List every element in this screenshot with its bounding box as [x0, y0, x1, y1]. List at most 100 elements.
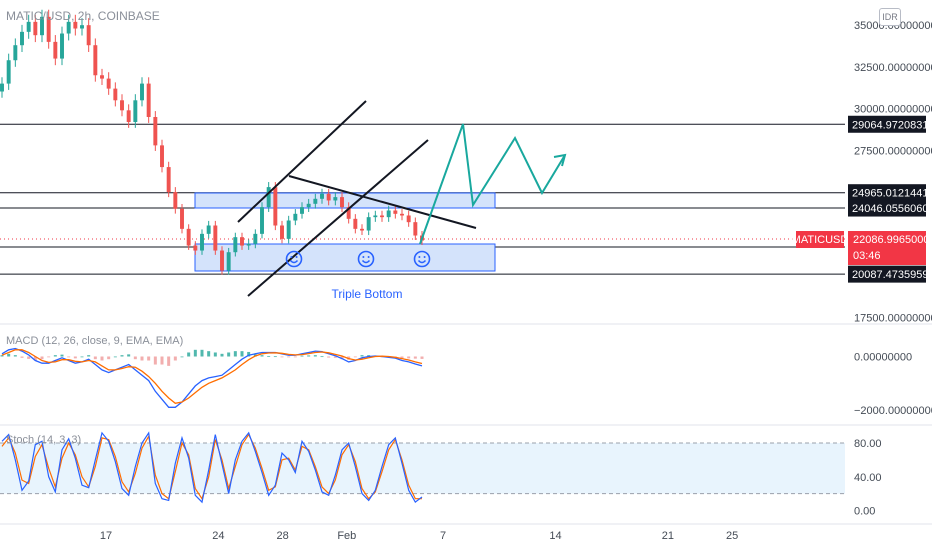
candle-body: [266, 187, 271, 208]
candle-body: [140, 83, 144, 101]
chart-title[interactable]: MATIC/USD, 2h, COINBASE: [6, 9, 160, 23]
macd-hist-bar: [133, 356, 137, 360]
candle-body: [146, 83, 151, 117]
candle-body: [113, 88, 118, 101]
macd-hist-bar: [0, 355, 4, 357]
level-tag: [848, 115, 926, 133]
macd-axis[interactable]: 0.00000000 −2000.00000000: [854, 352, 932, 418]
channel-lower-line[interactable]: [247, 139, 429, 297]
macd-label[interactable]: MACD (12, 26, close, 9, EMA, EMA): [6, 335, 183, 347]
last-price-tag: MATICUSD 22086.99650000 03:46: [792, 231, 932, 265]
candle-body: [160, 145, 164, 168]
candle-body: [380, 215, 384, 218]
macd-hist-bar: [40, 356, 44, 360]
macd-hist-bar: [413, 356, 417, 359]
macd-hist-bar: [20, 356, 24, 358]
candle-body: [260, 207, 264, 234]
macd-hist-bar: [213, 352, 217, 357]
time-tick-label: 24: [212, 530, 224, 542]
time-tick-label: 14: [549, 530, 561, 542]
channel-upper-line[interactable]: [237, 100, 367, 223]
macd-hist-bar: [327, 356, 331, 358]
macd-hist-bar: [367, 355, 371, 357]
time-axis[interactable]: 17 24 28 Feb 7 14 21 25: [100, 530, 738, 542]
projection-path[interactable]: [419, 123, 566, 245]
candle-body: [80, 25, 84, 29]
candle-body: [393, 210, 398, 214]
candle-body: [26, 21, 31, 32]
candle-body: [100, 75, 104, 79]
price-axis[interactable]: 35000.00000000 32500.00000000 30000.000000…: [854, 20, 932, 324]
macd-hist-bar: [87, 355, 91, 357]
macd-hist-bar: [127, 354, 131, 357]
stoch-label[interactable]: Stoch (14, 3, 3): [6, 434, 81, 446]
macd-hist-bar: [53, 355, 57, 357]
macd-hist-bar: [220, 353, 224, 357]
macd-hist-bar: [233, 351, 237, 357]
candle-body: [346, 207, 351, 219]
signal-line: [1, 349, 423, 404]
candle-body: [233, 237, 238, 253]
candle-body: [153, 116, 158, 146]
price-tag: [848, 231, 926, 265]
macd-hist-bar: [113, 356, 117, 358]
time-tick-label: 7: [440, 530, 446, 542]
macd-hist-bar: [273, 356, 277, 358]
resistance-zone[interactable]: [194, 192, 496, 209]
price-tag-countdown: 03:46: [853, 250, 881, 262]
stoch-tick-label: 40.00: [854, 472, 882, 484]
candle-body: [73, 21, 78, 29]
macd-hist-bar: [120, 355, 124, 357]
candle-body: [273, 187, 278, 226]
descending-line[interactable]: [288, 175, 477, 229]
candle-body: [186, 228, 191, 246]
support-zone[interactable]: [194, 243, 496, 272]
time-tick-label: Feb: [337, 530, 356, 542]
macd-hist-bar: [267, 355, 271, 357]
candle-body: [133, 100, 138, 123]
macd-hist-bar: [93, 356, 97, 360]
time-tick-label: 28: [276, 530, 288, 542]
macd-line: [1, 347, 423, 408]
macd-hist-bar: [353, 356, 357, 358]
candle-body: [253, 233, 258, 244]
candle-body: [400, 213, 404, 216]
macd-hist-bar: [207, 351, 211, 357]
macd-hist-bar: [193, 349, 197, 357]
trend-lines[interactable]: [237, 100, 567, 297]
candle-body: [93, 45, 98, 76]
candle-body: [326, 193, 331, 201]
pattern-label[interactable]: Triple Bottom: [332, 287, 403, 301]
candle-body: [66, 21, 71, 34]
price-tick-label: 32500.00000000: [854, 62, 932, 74]
candle-body: [280, 225, 284, 239]
stoch-tick-label: 80.00: [854, 438, 882, 450]
macd-hist-bar: [313, 355, 317, 357]
candle-body: [373, 215, 378, 218]
macd-hist-bar: [240, 351, 244, 357]
candle-body: [33, 21, 38, 36]
macd-hist-bar: [300, 355, 304, 357]
stoch-tick-label: 0.00: [854, 506, 875, 518]
candle-body: [193, 245, 198, 251]
candle-body: [406, 215, 411, 223]
candle-body: [6, 60, 11, 84]
candle-body: [53, 41, 58, 59]
level-tag-text: 20087.47359598: [852, 269, 932, 281]
macd-hist-bar: [153, 356, 157, 365]
time-tick-label: 17: [100, 530, 112, 542]
macd-hist-bar: [287, 356, 291, 358]
macd-hist-bar: [27, 356, 31, 359]
candle-body: [286, 220, 291, 239]
macd-hist-bar: [260, 355, 264, 357]
stoch-axis[interactable]: 80.00 40.00 0.00: [854, 438, 882, 518]
symbol-tag-text: MATICUSD: [792, 234, 849, 246]
price-series: [0, 9, 424, 275]
currency-badge[interactable]: IDR: [879, 8, 901, 26]
candle-body: [340, 197, 344, 208]
candle-body: [333, 197, 338, 201]
macd-hist-bar: [280, 356, 284, 358]
macd-hist-bar: [333, 356, 337, 358]
level-tag: [848, 199, 926, 217]
